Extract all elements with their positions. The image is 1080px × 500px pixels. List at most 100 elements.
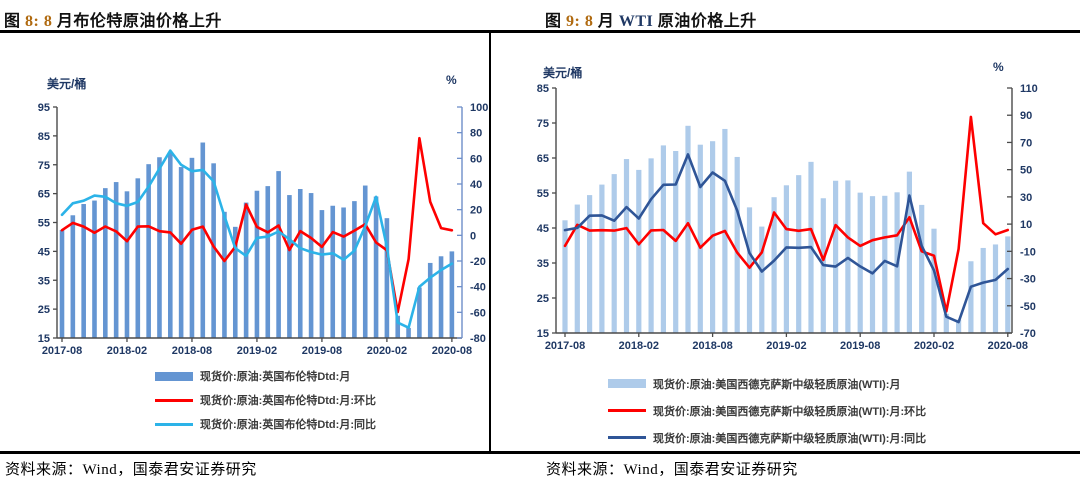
svg-text:15: 15 xyxy=(537,328,549,340)
svg-text:15: 15 xyxy=(38,333,50,345)
brent-chart-svg: 95 85 75 65 55 45 35 25 15 100 80 60 40 20 0 -20 -40 -60 -… xyxy=(38,73,489,357)
bar-2019-11 xyxy=(352,201,357,338)
legend-label: 现货价:原油:英国布伦特Dtd:月 xyxy=(200,371,351,383)
svg-text:2018-08: 2018-08 xyxy=(172,345,212,357)
left-axis-unit-label: 美元/桶 xyxy=(543,65,582,80)
bar-2019-04 xyxy=(276,171,281,338)
svg-text:-10: -10 xyxy=(1020,246,1036,258)
svg-text:45: 45 xyxy=(38,246,50,258)
bar-2019-08 xyxy=(319,210,325,338)
legend-line-swatch xyxy=(155,398,193,402)
svg-text:0: 0 xyxy=(470,230,476,242)
bar-2018-07 xyxy=(178,167,184,338)
bar-2018-12 xyxy=(232,226,238,338)
svg-text:70: 70 xyxy=(1020,137,1032,149)
bar-2017-12 xyxy=(611,174,617,333)
legend-bar-swatch xyxy=(155,371,193,381)
wti-chart-svg: 85 75 65 55 45 35 25 15 110 90 70 50 30 10 -10 -30 -50 -7… xyxy=(537,60,1038,352)
title-segment: 月布伦特原油价格上升 xyxy=(56,13,222,30)
line-series xyxy=(563,153,1010,324)
bar-2018-06 xyxy=(168,152,173,338)
svg-text:2020-08: 2020-08 xyxy=(988,340,1028,352)
svg-text:85: 85 xyxy=(38,131,50,143)
bar-2018-02 xyxy=(636,169,642,333)
svg-text:50: 50 xyxy=(1020,165,1032,177)
bar-2017-10 xyxy=(587,195,593,333)
svg-text:2020-02: 2020-02 xyxy=(367,345,407,357)
bar-2020-01 xyxy=(919,204,925,333)
legend-label: 现货价:原油:美国西德克萨斯中级轻质原油(WTI):月 xyxy=(653,378,901,391)
bar-2019-01 xyxy=(243,202,249,338)
figure8-title: 图 8: 8 月布伦特原油价格上升 xyxy=(4,7,222,31)
svg-text:2019-02: 2019-02 xyxy=(766,340,806,352)
bar-2018-11 xyxy=(746,207,753,333)
bar-2018-06 xyxy=(685,125,691,333)
bar-2020-03 xyxy=(395,315,401,338)
bar-2020-05 xyxy=(417,287,422,338)
legend-label: 现货价:原油:英国布伦特Dtd:月:环比 xyxy=(200,395,376,407)
bar-2020-02 xyxy=(384,218,390,338)
bar-2019-09 xyxy=(869,196,876,333)
svg-text:65: 65 xyxy=(38,189,50,201)
bar-2018-03 xyxy=(648,158,654,333)
legend-item: 现货价:原油:美国西德克萨斯中级轻质原油(WTI):月:环比 xyxy=(608,397,926,424)
bar-2020-04 xyxy=(956,319,962,333)
brent-chart-legend: 现货价:原油:英国布伦特Dtd:月现货价:原油:英国布伦特Dtd:月:环比 现货价… xyxy=(155,364,376,436)
bar-2018-05 xyxy=(157,157,162,338)
svg-text:-70: -70 xyxy=(1020,328,1036,340)
bar-2017-11 xyxy=(599,184,605,333)
title-segment: 原油价格上升 xyxy=(657,13,757,30)
right-axis-unit-label: % xyxy=(446,73,457,87)
legend-label: 现货价:原油:英国布伦特Dtd:月:同比 xyxy=(200,419,376,431)
bar-2019-10 xyxy=(341,207,346,338)
column-divider xyxy=(489,32,491,452)
svg-text:2019-08: 2019-08 xyxy=(840,340,880,352)
bar-2018-09 xyxy=(200,142,206,338)
bar-2019-12 xyxy=(906,171,912,333)
svg-text:40: 40 xyxy=(470,179,482,191)
legend-item: 现货价:原油:美国西德克萨斯中级轻质原油(WTI):月 xyxy=(608,370,926,397)
svg-text:-50: -50 xyxy=(1020,301,1036,313)
legend-item: 现货价:原油:英国布伦特Dtd:月:环比 xyxy=(155,388,376,412)
legend-item: 现货价:原油:美国西德克萨斯中级轻质原油(WTI):月:同比 xyxy=(608,424,926,451)
svg-text:2019-08: 2019-08 xyxy=(302,345,342,357)
legend-line-swatch xyxy=(608,436,646,439)
bar-2020-06 xyxy=(427,262,433,338)
bar-2018-11 xyxy=(222,211,227,338)
bar-2018-12 xyxy=(759,226,765,333)
bar-2018-08 xyxy=(189,157,195,338)
svg-text:-20: -20 xyxy=(470,256,486,268)
figure9-title: 图 9: 8 月 WTI 原油价格上升 xyxy=(545,7,757,31)
line-series xyxy=(60,149,454,330)
bar-2019-02 xyxy=(254,190,260,338)
bar-2018-04 xyxy=(146,164,151,338)
bar-2018-10 xyxy=(734,156,740,333)
bar-2017-12 xyxy=(103,188,108,338)
right-axis-unit-label: % xyxy=(993,60,1004,74)
wti-chart-legend: 现货价:原油:美国西德克萨斯中级轻质原油(WTI):月现货价:原油:美国西德克萨… xyxy=(608,370,926,451)
bar-2019-05 xyxy=(287,195,292,338)
bar-2020-04 xyxy=(406,327,411,338)
bar-2019-03 xyxy=(796,175,802,333)
footer-rule xyxy=(0,451,1080,454)
title-segment: 月 xyxy=(597,13,619,30)
legend-item: 现货价:原油:英国布伦特Dtd:月:同比 xyxy=(155,412,376,436)
svg-text:35: 35 xyxy=(537,258,549,270)
bar-2019-06 xyxy=(297,189,303,338)
bar-2019-02 xyxy=(783,185,789,333)
bar-2019-10 xyxy=(882,195,888,333)
title-rule xyxy=(0,30,1080,33)
bar-2019-07 xyxy=(308,193,314,338)
bar-2020-05 xyxy=(968,261,974,333)
bar-2018-10 xyxy=(211,163,216,338)
legend-line-swatch xyxy=(155,422,193,426)
svg-text:10: 10 xyxy=(1020,219,1032,231)
svg-text:2017-08: 2017-08 xyxy=(545,340,585,352)
bar-2020-01 xyxy=(373,196,379,338)
svg-text:95: 95 xyxy=(38,102,50,114)
title-segment: 8: 8 xyxy=(25,13,57,30)
bar-2019-03 xyxy=(265,186,271,338)
svg-text:2018-08: 2018-08 xyxy=(692,340,732,352)
svg-text:-60: -60 xyxy=(470,307,486,319)
